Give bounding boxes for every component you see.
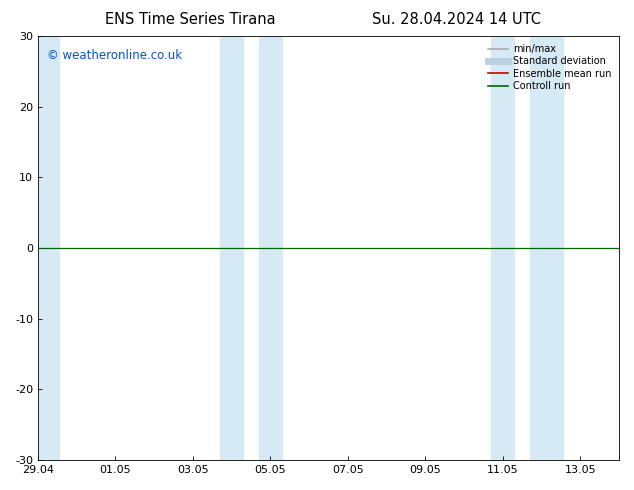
Legend: min/max, Standard deviation, Ensemble mean run, Controll run: min/max, Standard deviation, Ensemble me… [486,41,614,94]
Bar [259,36,282,460]
Bar [491,36,514,460]
Text: ENS Time Series Tirana: ENS Time Series Tirana [105,12,276,27]
Text: © weatheronline.co.uk: © weatheronline.co.uk [47,49,182,62]
Bar [38,36,60,460]
Bar [530,36,563,460]
Text: Su. 28.04.2024 14 UTC: Su. 28.04.2024 14 UTC [372,12,541,27]
Bar [220,36,243,460]
